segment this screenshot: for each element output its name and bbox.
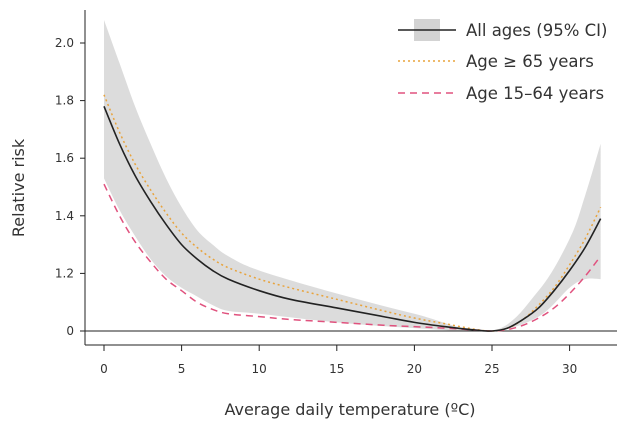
series-line-3	[103, 183, 602, 332]
series-layer	[103, 94, 602, 332]
x-tick-label: 10	[252, 362, 267, 376]
y-axis: 0 1.2 1.4 1.6 1.8 2.0	[55, 10, 86, 345]
x-ticks: 0 5 10 15 20 25 30	[100, 345, 577, 376]
series-line-1	[103, 106, 602, 332]
x-tick-label: 15	[329, 362, 344, 376]
y-tick-label: 1.6	[55, 151, 74, 165]
y-ticks: 0 1.2 1.4 1.6 1.8 2.0	[55, 36, 85, 338]
plot-area	[85, 19, 617, 332]
y-tick-label: 2.0	[55, 36, 74, 50]
x-tick-label: 20	[407, 362, 422, 376]
legend-label-1: All ages (95% CI)	[466, 21, 607, 40]
legend: All ages (95% CI) Age ≥ 65 years Age 15–64…	[398, 19, 607, 103]
y-tick-label: 1.8	[55, 94, 74, 108]
legend-label-3: Age 15–64 years	[466, 84, 604, 103]
y-tick-label: 0	[66, 324, 74, 338]
y-tick-label: 1.4	[55, 209, 74, 223]
x-tick-label: 25	[484, 362, 499, 376]
x-tick-label: 30	[562, 362, 577, 376]
x-tick-label: 0	[100, 362, 108, 376]
x-axis: 0 5 10 15 20 25 30	[85, 344, 617, 376]
x-axis-label: Average daily temperature (ºC)	[224, 400, 475, 419]
x-tick-label: 5	[178, 362, 186, 376]
series-line-2	[103, 94, 602, 332]
ci-band	[104, 19, 601, 332]
legend-label-2: Age ≥ 65 years	[466, 52, 594, 71]
y-axis-label: Relative risk	[9, 138, 28, 237]
y-tick-label: 1.2	[55, 266, 74, 280]
